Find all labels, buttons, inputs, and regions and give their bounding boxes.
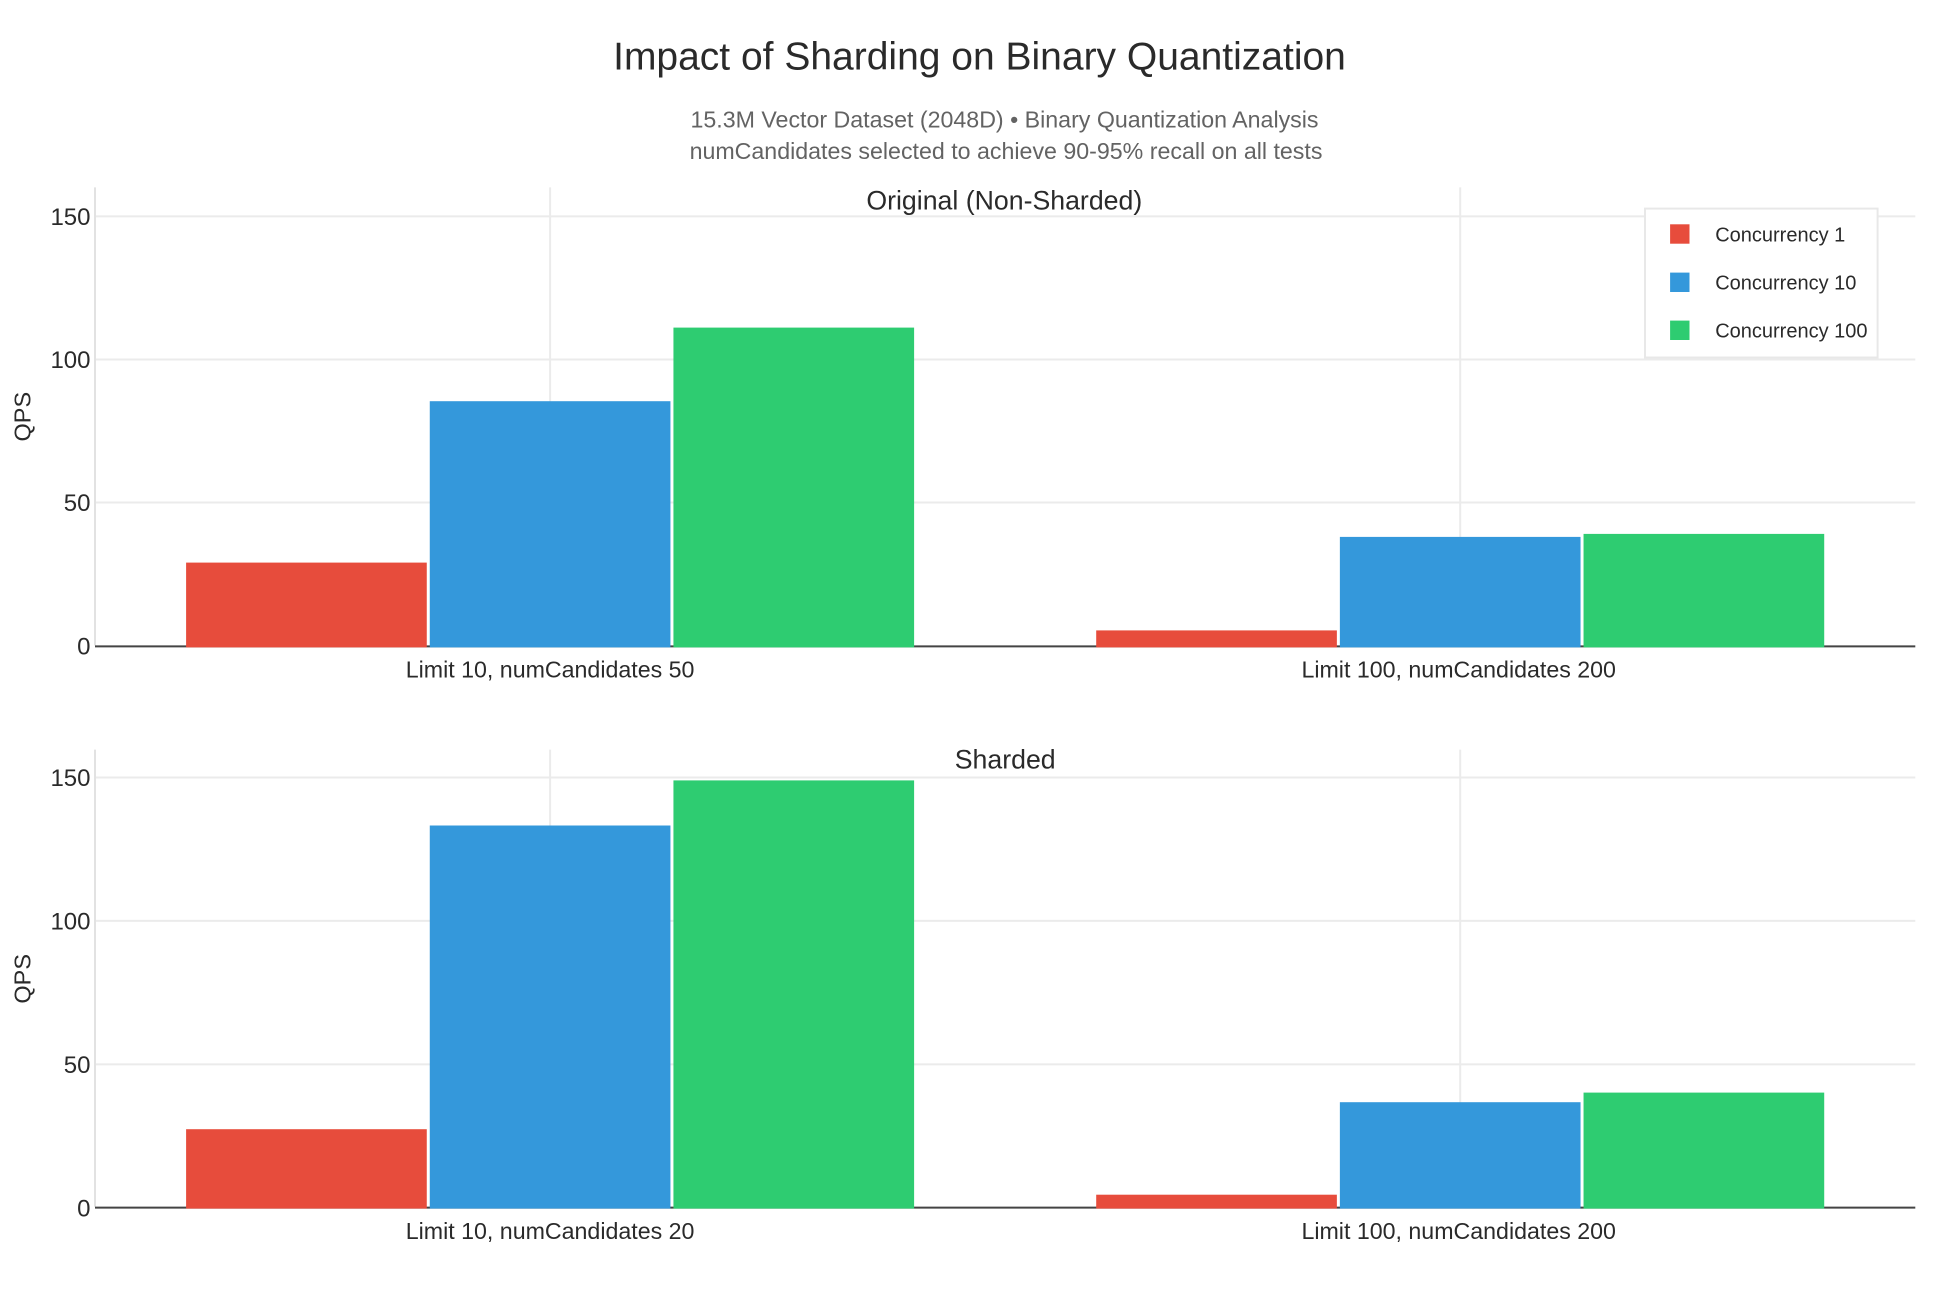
svg-text:0: 0 xyxy=(77,633,90,660)
svg-text:QPS: QPS xyxy=(10,392,36,442)
svg-text:Impact of Sharding on Binary Q: Impact of Sharding on Binary Quantizatio… xyxy=(613,36,1346,79)
svg-text:Limit 100, numCandidates 200: Limit 100, numCandidates 200 xyxy=(1301,656,1616,682)
svg-text:100: 100 xyxy=(50,347,90,374)
svg-text:numCandidates selected to achi: numCandidates selected to achieve 90-95%… xyxy=(690,138,1323,164)
svg-text:0: 0 xyxy=(77,1196,90,1223)
svg-text:Limit 10, numCandidates 20: Limit 10, numCandidates 20 xyxy=(406,1218,695,1244)
svg-text:Concurrency 10: Concurrency 10 xyxy=(1715,273,1856,295)
svg-text:Limit 10, numCandidates 50: Limit 10, numCandidates 50 xyxy=(406,656,695,682)
svg-text:15.3M Vector Dataset (2048D) •: 15.3M Vector Dataset (2048D) • Binary Qu… xyxy=(690,107,1318,133)
svg-text:Limit 100, numCandidates 200: Limit 100, numCandidates 200 xyxy=(1301,1218,1616,1244)
svg-text:50: 50 xyxy=(64,490,91,517)
svg-text:Concurrency 100: Concurrency 100 xyxy=(1715,321,1867,343)
svg-text:100: 100 xyxy=(50,909,90,936)
svg-text:Original (Non-Sharded): Original (Non-Sharded) xyxy=(866,185,1142,215)
svg-text:50: 50 xyxy=(64,1052,91,1079)
svg-text:Concurrency 1: Concurrency 1 xyxy=(1715,224,1845,246)
svg-text:QPS: QPS xyxy=(10,954,36,1004)
svg-text:150: 150 xyxy=(50,765,90,792)
svg-text:150: 150 xyxy=(50,204,90,231)
svg-text:Sharded: Sharded xyxy=(955,745,1056,775)
